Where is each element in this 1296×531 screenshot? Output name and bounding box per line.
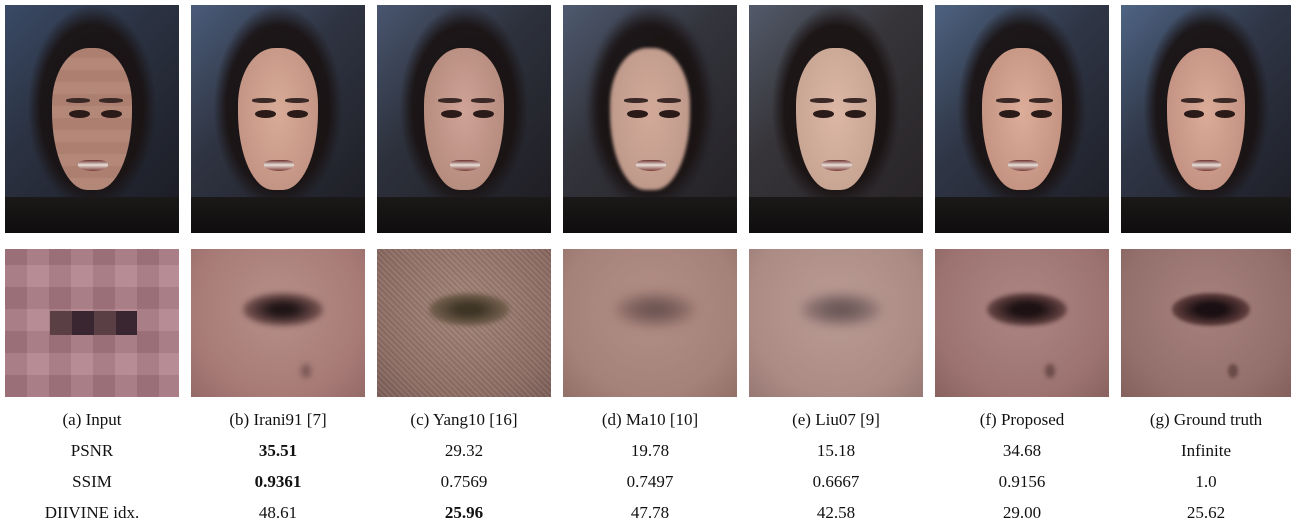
eye-crop-input	[5, 249, 179, 397]
ssim-irani91: 0.9361	[254, 472, 302, 491]
row-label-psnr: PSNR	[70, 441, 114, 460]
diivine-ground-truth: 25.62	[1186, 503, 1226, 522]
caption-ground-truth: (g) Ground truth	[1149, 410, 1263, 429]
psnr-yang10: 29.32	[444, 441, 484, 460]
caption-liu07: (e) Liu07 [9]	[792, 410, 880, 429]
face-image-ground-truth	[1121, 5, 1291, 233]
eye-crop-irani91	[191, 249, 365, 397]
ssim-liu07: 0.6667	[812, 472, 860, 491]
face-image-ma10	[563, 5, 737, 233]
ssim-ground-truth: 1.0	[1195, 472, 1217, 491]
psnr-irani91: 35.51	[258, 441, 298, 460]
caption-ma10: (d) Ma10 [10]	[601, 410, 699, 429]
psnr-ma10: 19.78	[630, 441, 670, 460]
eye-crop-ground-truth	[1121, 249, 1291, 397]
psnr-liu07: 15.18	[816, 441, 856, 460]
psnr-proposed: 34.68	[1002, 441, 1042, 460]
ssim-yang10: 0.7569	[440, 472, 488, 491]
row-label-ssim: SSIM	[72, 472, 112, 491]
caption-proposed: (f) Proposed	[979, 410, 1065, 429]
ssim-proposed: 0.9156	[998, 472, 1046, 491]
eye-crop-ma10	[563, 249, 737, 397]
face-image-input	[5, 5, 179, 233]
face-image-irani91	[191, 5, 365, 233]
diivine-irani91: 48.61	[258, 503, 298, 522]
eye-crop-yang10	[377, 249, 551, 397]
face-image-yang10	[377, 5, 551, 233]
diivine-ma10: 47.78	[630, 503, 670, 522]
face-image-proposed	[935, 5, 1109, 233]
eye-crop-liu07	[749, 249, 923, 397]
diivine-proposed: 29.00	[1002, 503, 1042, 522]
caption-yang10: (c) Yang10 [16]	[410, 410, 518, 429]
psnr-ground-truth: Infinite	[1180, 441, 1232, 460]
face-image-liu07	[749, 5, 923, 233]
diivine-liu07: 42.58	[816, 503, 856, 522]
eye-crop-proposed	[935, 249, 1109, 397]
diivine-yang10: 25.96	[444, 503, 484, 522]
ssim-ma10: 0.7497	[626, 472, 674, 491]
caption-input: (a) Input	[62, 410, 122, 429]
caption-irani91: (b) Irani91 [7]	[229, 410, 327, 429]
row-label-diivine: DIIVINE idx.	[44, 503, 140, 522]
